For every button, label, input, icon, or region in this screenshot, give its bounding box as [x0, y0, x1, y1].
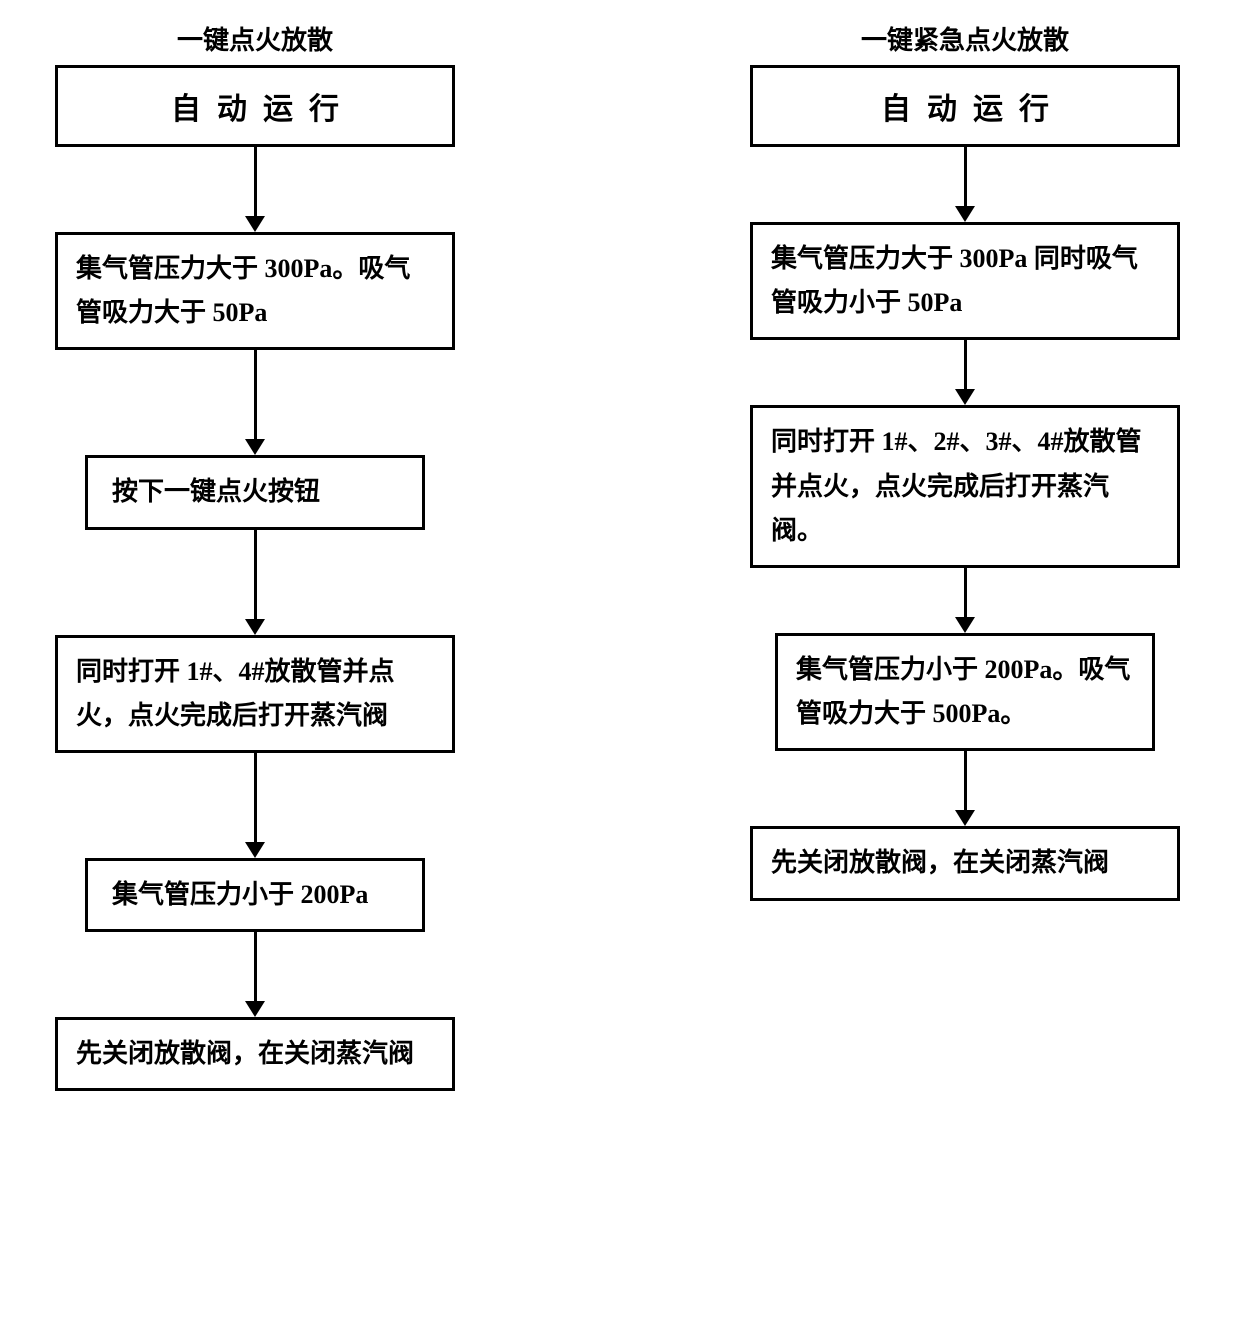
right-step-1: 集气管压力大于 300Pa 同时吸气管吸力小于 50Pa — [750, 222, 1180, 340]
right-flowchart: 一键紧急点火放散 自动运行 集气管压力大于 300Pa 同时吸气管吸力小于 50… — [750, 20, 1180, 1091]
arrow-icon — [955, 340, 975, 405]
arrow-icon — [245, 147, 265, 232]
left-step-1-text: 集气管压力大于 300Pa。吸气管吸力大于 50Pa — [76, 247, 434, 335]
arrow-icon — [955, 751, 975, 826]
left-step-3: 同时打开 1#、4#放散管并点火，点火完成后打开蒸汽阀 — [55, 635, 455, 753]
arrow-icon — [955, 568, 975, 633]
flowchart-container: 一键点火放散 自动运行 集气管压力大于 300Pa。吸气管吸力大于 50Pa 按… — [0, 0, 1240, 1111]
left-step-4-text: 集气管压力小于 200Pa — [106, 873, 404, 917]
right-step-3-text: 集气管压力小于 200Pa。吸气管吸力大于 500Pa。 — [796, 648, 1134, 736]
arrow-icon — [245, 932, 265, 1017]
arrow-icon — [955, 147, 975, 222]
left-step-4: 集气管压力小于 200Pa — [85, 858, 425, 932]
left-step-3-text: 同时打开 1#、4#放散管并点火，点火完成后打开蒸汽阀 — [76, 650, 434, 738]
arrow-icon — [245, 753, 265, 858]
left-header-box: 自动运行 — [55, 65, 455, 147]
right-step-2: 同时打开 1#、2#、3#、4#放散管并点火，点火完成后打开蒸汽阀。 — [750, 405, 1180, 568]
right-step-2-text: 同时打开 1#、2#、3#、4#放散管并点火，点火完成后打开蒸汽阀。 — [771, 420, 1159, 553]
right-title: 一键紧急点火放散 — [861, 20, 1069, 57]
left-title: 一键点火放散 — [177, 20, 333, 57]
left-flowchart: 一键点火放散 自动运行 集气管压力大于 300Pa。吸气管吸力大于 50Pa 按… — [55, 20, 455, 1091]
left-step-5: 先关闭放散阀，在关闭蒸汽阀 — [55, 1017, 455, 1091]
right-step-4: 先关闭放散阀，在关闭蒸汽阀 — [750, 826, 1180, 900]
right-header-box: 自动运行 — [750, 65, 1180, 147]
left-step-5-text: 先关闭放散阀，在关闭蒸汽阀 — [76, 1032, 434, 1076]
right-step-3: 集气管压力小于 200Pa。吸气管吸力大于 500Pa。 — [775, 633, 1155, 751]
right-step-1-text: 集气管压力大于 300Pa 同时吸气管吸力小于 50Pa — [771, 237, 1159, 325]
arrow-icon — [245, 350, 265, 455]
arrow-icon — [245, 530, 265, 635]
right-step-4-text: 先关闭放散阀，在关闭蒸汽阀 — [771, 841, 1159, 885]
left-step-2-text: 按下一键点火按钮 — [106, 470, 404, 514]
left-step-2: 按下一键点火按钮 — [85, 455, 425, 529]
left-step-1: 集气管压力大于 300Pa。吸气管吸力大于 50Pa — [55, 232, 455, 350]
